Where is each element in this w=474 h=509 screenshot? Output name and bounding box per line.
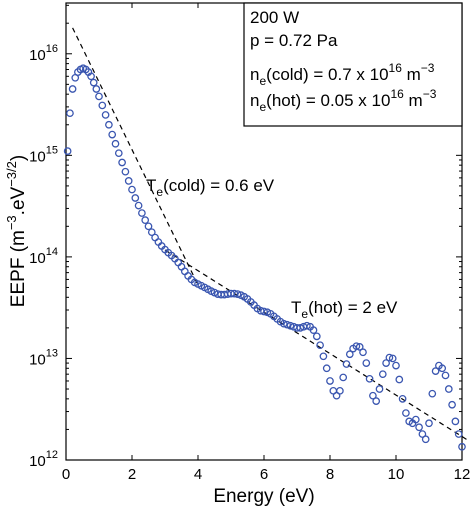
data-point	[451, 417, 460, 426]
x-tick-label: 12	[454, 466, 471, 483]
data-point	[144, 222, 153, 231]
data-points	[63, 64, 466, 451]
data-point	[326, 377, 334, 385]
data-point	[425, 419, 433, 428]
data-point	[66, 109, 74, 118]
y-tick-label: 1013	[29, 347, 58, 368]
data-point	[365, 374, 374, 383]
data-point	[151, 233, 159, 242]
data-point	[411, 415, 420, 424]
x-tick-label: 8	[326, 466, 334, 483]
data-point	[63, 147, 72, 155]
data-point	[362, 359, 371, 367]
data-point	[402, 409, 410, 417]
data-point	[114, 149, 123, 158]
data-point	[392, 361, 400, 370]
data-point	[322, 364, 331, 373]
data-point	[438, 364, 447, 373]
y-tick-label: 1012	[29, 449, 58, 470]
y-tick-label: 1014	[29, 246, 58, 267]
data-point	[359, 348, 367, 357]
data-point	[138, 209, 146, 217]
data-point	[283, 320, 291, 329]
data-point	[372, 397, 381, 405]
data-point	[444, 385, 453, 393]
annotation-te-hot: Te(hot) = 2 eV	[291, 298, 398, 321]
data-point	[296, 324, 305, 332]
info-ne-hot: ne(hot) = 0.05 x 1016 m−3	[250, 87, 437, 114]
fit-line-hot	[164, 249, 469, 442]
data-point	[398, 395, 407, 403]
data-point	[147, 228, 156, 237]
data-point	[309, 326, 318, 334]
data-point	[369, 391, 377, 400]
data-point	[68, 85, 77, 93]
data-point	[345, 350, 354, 359]
info-pressure: p = 0.72 Pa	[250, 31, 338, 50]
data-point	[421, 435, 430, 444]
info-box: 200 W p = 0.72 Pa ne(cold) = 0.7 x 1016 …	[243, 2, 463, 127]
y-tick-label: 1015	[29, 144, 58, 165]
info-power: 200 W	[250, 8, 299, 27]
data-point	[395, 375, 404, 384]
y-axis-label: EEPF (m−3.eV−3/2)	[4, 155, 29, 307]
data-point	[134, 201, 143, 210]
fit-line-cold	[72, 27, 199, 286]
data-point	[431, 367, 440, 375]
data-point	[385, 353, 394, 362]
x-tick-label: 10	[388, 466, 405, 483]
fit-lines	[72, 27, 469, 442]
data-point	[342, 360, 351, 368]
data-point	[303, 321, 311, 330]
data-point	[388, 354, 397, 363]
data-point	[105, 120, 113, 129]
data-point	[316, 341, 324, 350]
x-axis-label: Energy (eV)	[213, 486, 314, 507]
data-point	[441, 371, 450, 380]
annotation-te-cold: Te(cold) = 0.6 eV	[146, 176, 275, 199]
data-point	[312, 332, 321, 341]
data-point	[89, 78, 98, 87]
data-point	[180, 267, 189, 276]
data-point	[118, 158, 126, 167]
data-point	[418, 430, 427, 438]
y-tick-label: 1016	[29, 43, 58, 64]
data-point	[233, 290, 242, 298]
data-point	[92, 85, 101, 93]
data-point	[98, 101, 107, 110]
data-point	[128, 185, 136, 194]
data-point	[95, 92, 103, 101]
data-point	[121, 167, 130, 176]
data-point	[319, 352, 328, 361]
info-ne-cold: ne(cold) = 0.7 x 1016 m−3	[250, 61, 435, 88]
data-point	[124, 177, 133, 185]
data-point	[279, 319, 288, 328]
data-point	[286, 321, 295, 330]
data-point	[101, 111, 110, 119]
x-tick-label: 6	[260, 466, 268, 483]
data-point	[375, 385, 384, 393]
data-point	[352, 342, 361, 351]
data-point	[428, 389, 437, 398]
data-point	[448, 400, 456, 409]
data-point	[131, 194, 140, 202]
data-point	[355, 343, 364, 351]
data-point	[382, 359, 390, 367]
data-point	[415, 423, 423, 432]
data-point	[458, 442, 466, 451]
data-point	[454, 430, 463, 438]
x-tick-label: 0	[62, 466, 70, 483]
data-point	[378, 370, 387, 379]
x-tick-label: 2	[128, 466, 136, 483]
data-point	[87, 72, 95, 81]
data-point	[260, 307, 268, 316]
data-point	[141, 216, 150, 225]
data-point	[111, 139, 120, 148]
data-point	[108, 130, 117, 139]
data-point	[339, 373, 348, 382]
x-tick-label: 4	[194, 466, 202, 483]
data-point	[336, 386, 344, 395]
